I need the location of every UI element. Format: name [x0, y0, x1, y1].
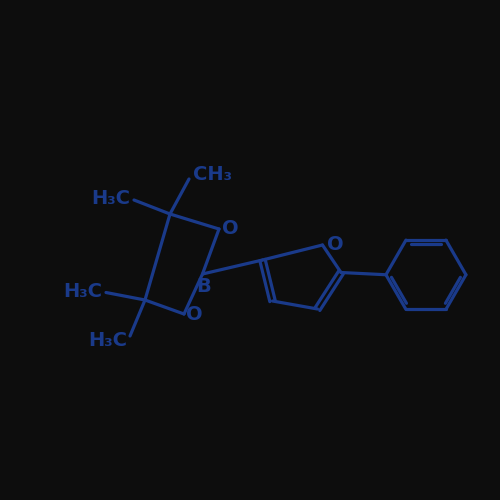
Text: O: O: [222, 218, 238, 238]
Text: B: B: [196, 277, 211, 296]
Text: H₃C: H₃C: [63, 282, 102, 301]
Text: O: O: [326, 234, 344, 254]
Text: O: O: [186, 306, 202, 324]
Text: H₃C: H₃C: [91, 190, 130, 208]
Text: H₃C: H₃C: [88, 330, 128, 349]
Text: CH₃: CH₃: [193, 166, 232, 184]
